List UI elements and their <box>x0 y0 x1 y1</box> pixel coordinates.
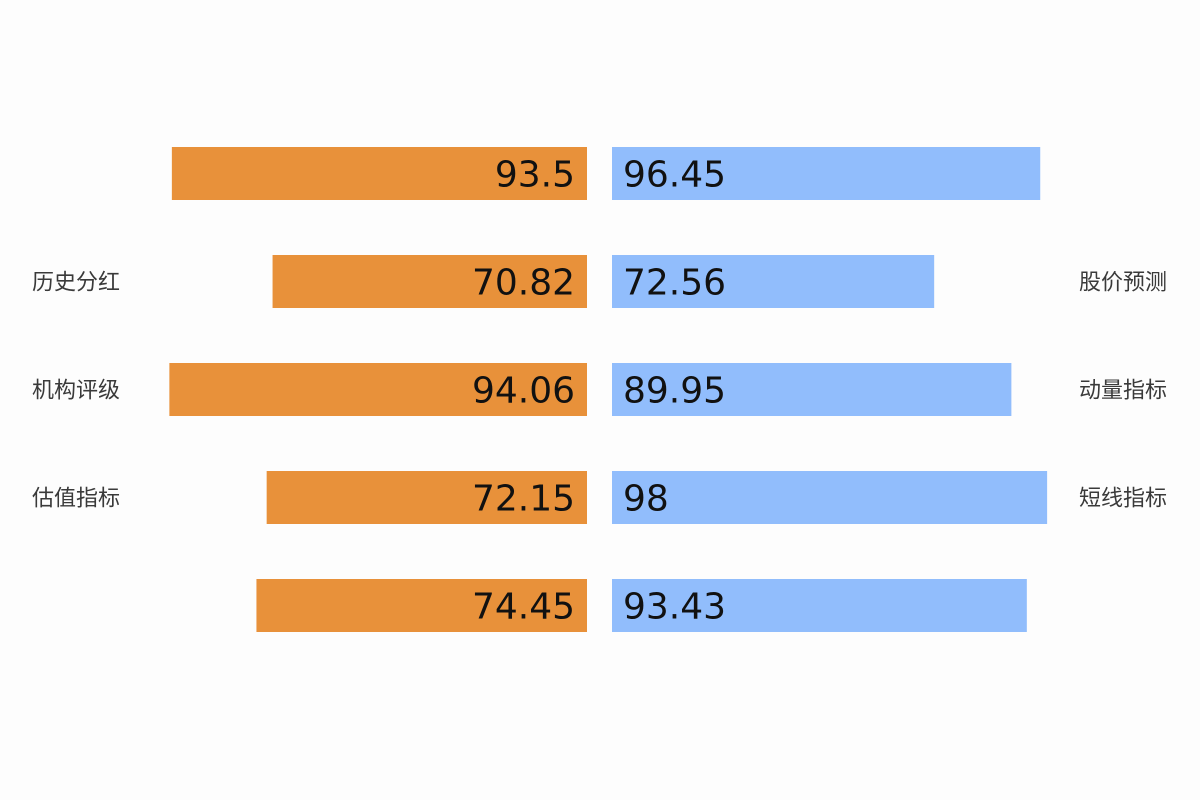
left-bar-4 <box>256 579 587 632</box>
right-bar-2 <box>612 363 1012 416</box>
left-value-label-1: 70.82 <box>472 263 575 304</box>
right-category-label-3: 短线指标 <box>1079 487 1167 512</box>
right-bars-group <box>612 147 1048 632</box>
right-bar-0 <box>612 147 1041 200</box>
left-value-labels-group: 93.5 70.82 94.06 72.15 74.45 <box>472 155 575 628</box>
right-value-label-3: 98 <box>623 479 669 520</box>
left-category-label-1: 历史分红 <box>32 271 120 296</box>
right-value-label-2: 89.95 <box>623 371 726 412</box>
right-bar-4 <box>612 579 1027 632</box>
left-value-label-3: 72.15 <box>472 479 575 520</box>
left-value-label-0: 93.5 <box>495 155 575 196</box>
right-value-label-0: 96.45 <box>623 155 726 196</box>
left-bar-1 <box>272 255 587 308</box>
right-bar-3 <box>612 471 1048 524</box>
right-category-label-1: 股价预测 <box>1079 271 1167 296</box>
left-bar-2 <box>169 363 587 416</box>
left-value-label-2: 94.06 <box>472 371 575 412</box>
left-category-label-2: 机构评级 <box>32 379 120 404</box>
right-bar-1 <box>612 255 935 308</box>
right-value-label-4: 93.43 <box>623 587 726 628</box>
right-value-labels-group: 96.45 72.56 89.95 98 93.43 <box>623 155 726 628</box>
right-category-label-2: 动量指标 <box>1079 379 1167 404</box>
left-bar-3 <box>266 471 587 524</box>
left-category-label-3: 估值指标 <box>32 487 120 512</box>
left-bar-0 <box>171 147 588 200</box>
left-value-label-4: 74.45 <box>472 587 575 628</box>
left-bars-group <box>169 147 588 632</box>
right-value-label-1: 72.56 <box>623 263 726 304</box>
